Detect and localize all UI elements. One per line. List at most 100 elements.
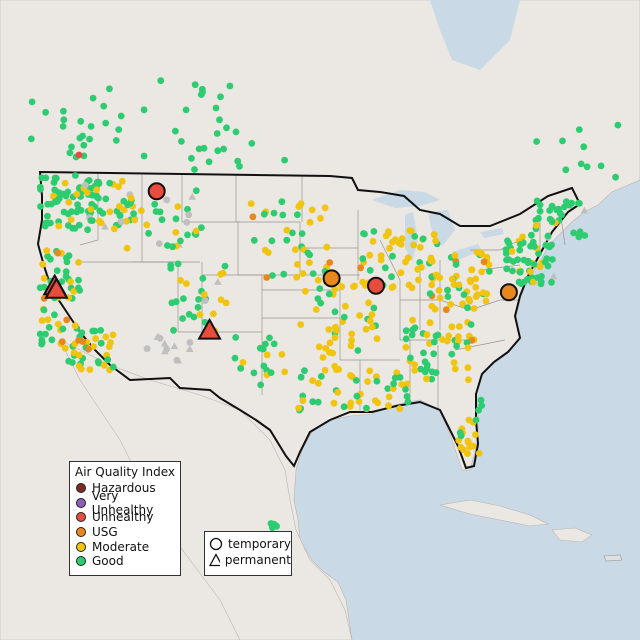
monitor-marker (299, 397, 307, 405)
monitor-marker (334, 388, 342, 396)
monitor-marker (94, 179, 102, 186)
monitor-marker (62, 268, 70, 276)
monitor-marker (270, 209, 278, 217)
moderate-swatch (76, 541, 86, 552)
monitor-marker (469, 442, 477, 450)
monitor-marker (366, 266, 374, 274)
monitor-marker (403, 393, 411, 400)
monitor-marker (464, 437, 472, 445)
permanent-monitor-marker (160, 339, 169, 347)
monitor-marker (67, 216, 75, 224)
permanent-monitor-marker (580, 206, 589, 214)
monitor-marker (174, 203, 182, 211)
monitor-marker (445, 332, 453, 340)
monitor-marker (70, 288, 78, 295)
monitor-marker (467, 321, 475, 328)
monitor-marker (338, 283, 346, 291)
monitor-marker (559, 137, 566, 145)
monitor-marker (38, 340, 45, 348)
monitor-marker (304, 249, 312, 257)
aqi-legend: Air Quality Index Hazardous Very Unhealt… (69, 461, 181, 576)
monitor-marker (71, 322, 79, 330)
monitor-marker (542, 241, 550, 249)
monitor-marker (68, 143, 75, 151)
permanent-monitor-marker (214, 278, 222, 285)
monitor-marker (145, 229, 153, 237)
monitor-marker (155, 240, 163, 248)
monitor-marker (143, 345, 151, 353)
monitor-marker (163, 196, 171, 204)
highlighted-temporary-marker (147, 182, 166, 201)
monitor-marker (120, 206, 128, 214)
monitor-marker (549, 256, 556, 263)
monitor-marker (44, 200, 52, 208)
monitor-marker (474, 291, 481, 299)
monitor-marker (370, 304, 378, 312)
monitor-marker (63, 316, 71, 324)
monitor-marker (152, 208, 160, 215)
monitor-marker (223, 124, 230, 132)
monitor-marker (298, 230, 306, 238)
monitor-marker (373, 377, 381, 385)
monitor-marker (428, 281, 436, 289)
monitor-marker (163, 345, 171, 353)
monitor-marker (87, 206, 95, 213)
monitor-marker (331, 334, 339, 341)
monitor-marker (260, 210, 268, 218)
legend-label: Good (92, 554, 124, 569)
lake-ontario (480, 228, 504, 238)
monitor-marker (97, 339, 105, 347)
monitor-marker (79, 338, 87, 345)
monitor-marker (472, 283, 480, 291)
monitor-marker (109, 363, 117, 371)
monitor-marker (257, 381, 265, 389)
monitor-marker (167, 261, 175, 269)
monitor-marker (431, 305, 439, 313)
monitor-marker (525, 257, 532, 265)
monitor-marker (368, 311, 376, 318)
monitor-marker (89, 94, 97, 102)
monitor-marker (42, 108, 49, 116)
monitor-marker (326, 259, 334, 266)
monitor-marker (77, 206, 85, 214)
monitor-marker (464, 364, 472, 372)
monitor-marker (260, 362, 268, 370)
monitor-marker (52, 174, 60, 182)
monitor-marker (112, 137, 120, 144)
monitor-marker (297, 373, 305, 381)
monitor-marker (232, 334, 240, 341)
permanent-monitor-marker (549, 272, 558, 280)
monitor-marker (54, 320, 62, 328)
monitor-marker (306, 218, 314, 226)
monitor-marker (536, 263, 544, 271)
monitor-marker (465, 295, 473, 303)
monitor-marker (164, 242, 171, 249)
monitor-marker (110, 225, 118, 233)
monitor-marker (393, 369, 401, 376)
monitor-marker (347, 372, 354, 379)
permanent-monitor-marker (188, 192, 197, 200)
monitor-marker (177, 237, 184, 245)
monitor-marker (502, 246, 510, 254)
monitor-marker (570, 229, 577, 237)
monitor-marker (306, 259, 313, 266)
monitor-marker (127, 194, 135, 202)
monitor-marker (575, 233, 583, 241)
legend-item-good: Good (70, 554, 180, 569)
monitor-marker (597, 162, 605, 170)
monitor-marker (423, 331, 431, 339)
monitor-marker (359, 255, 367, 263)
legend-item-permanent: permanent (205, 552, 291, 567)
monitor-marker (65, 198, 73, 206)
monitor-marker (180, 295, 187, 302)
monitor-marker (478, 268, 486, 276)
monitor-marker (346, 403, 354, 410)
monitor-marker (482, 297, 490, 305)
monitor-marker (174, 260, 182, 268)
monitor-marker (530, 243, 538, 250)
monitor-marker (472, 431, 479, 438)
monitor-marker (463, 339, 471, 346)
monitor-marker (60, 208, 68, 216)
monitor-marker (236, 162, 243, 170)
circle-icon (209, 537, 223, 550)
